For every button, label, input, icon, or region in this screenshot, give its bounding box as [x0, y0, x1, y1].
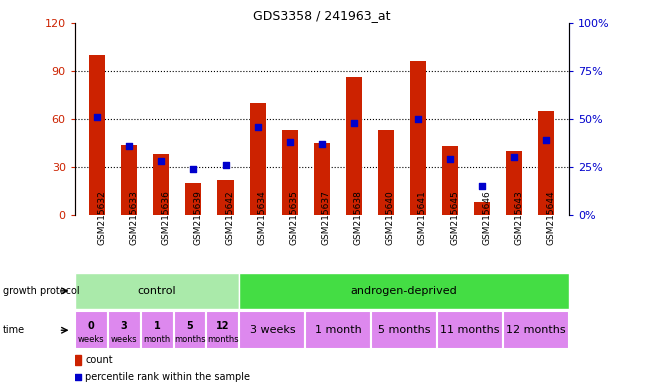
Text: time: time — [3, 325, 25, 335]
Bar — [442, 146, 458, 215]
Point — [188, 166, 199, 172]
Point — [285, 139, 295, 145]
Point — [252, 124, 263, 130]
Text: control: control — [138, 286, 176, 296]
Bar — [140, 311, 174, 349]
Bar — [108, 311, 140, 349]
Point — [156, 158, 166, 164]
Text: weeks: weeks — [111, 335, 137, 344]
Text: weeks: weeks — [78, 335, 105, 344]
Point — [73, 374, 83, 380]
Point — [348, 120, 359, 126]
Bar — [410, 61, 426, 215]
Bar — [474, 202, 490, 215]
Text: 3: 3 — [121, 321, 127, 331]
Text: GSM215642: GSM215642 — [226, 190, 235, 245]
Bar — [281, 130, 298, 215]
Text: 5 months: 5 months — [378, 325, 430, 335]
Bar — [306, 311, 371, 349]
Bar — [207, 311, 239, 349]
Bar — [314, 143, 330, 215]
Text: GSM215636: GSM215636 — [161, 190, 170, 245]
Text: months: months — [174, 335, 206, 344]
Text: GSM215635: GSM215635 — [290, 190, 298, 245]
Bar — [185, 183, 202, 215]
Point — [477, 183, 488, 189]
Text: GSM215646: GSM215646 — [482, 190, 491, 245]
Text: GSM215643: GSM215643 — [514, 190, 523, 245]
Bar — [378, 130, 394, 215]
Point — [413, 116, 423, 122]
Text: GSM215637: GSM215637 — [322, 190, 331, 245]
Text: androgen-deprived: androgen-deprived — [351, 286, 458, 296]
Bar — [239, 311, 306, 349]
Text: 5: 5 — [187, 321, 194, 331]
Bar — [153, 154, 170, 215]
Point — [92, 114, 103, 120]
Text: 0: 0 — [88, 321, 95, 331]
Text: GSM215633: GSM215633 — [129, 190, 138, 245]
Point — [509, 154, 519, 161]
Text: percentile rank within the sample: percentile rank within the sample — [85, 372, 250, 382]
Bar — [75, 354, 81, 366]
Bar — [437, 311, 503, 349]
Bar — [506, 151, 522, 215]
Text: 1: 1 — [153, 321, 161, 331]
Point — [317, 141, 327, 147]
Text: GSM215644: GSM215644 — [546, 190, 555, 245]
Text: 12 months: 12 months — [506, 325, 566, 335]
Text: GSM215638: GSM215638 — [354, 190, 363, 245]
Text: count: count — [85, 355, 112, 365]
Bar — [89, 55, 105, 215]
Text: GSM215645: GSM215645 — [450, 190, 459, 245]
Text: GSM215634: GSM215634 — [257, 190, 266, 245]
Text: month: month — [144, 335, 171, 344]
Title: GDS3358 / 241963_at: GDS3358 / 241963_at — [253, 9, 391, 22]
Bar — [250, 103, 266, 215]
Text: growth protocol: growth protocol — [3, 286, 80, 296]
Text: GSM215639: GSM215639 — [194, 190, 202, 245]
Bar — [122, 145, 137, 215]
Bar — [218, 180, 233, 215]
Text: GSM215641: GSM215641 — [418, 190, 427, 245]
Text: 1 month: 1 month — [315, 325, 361, 335]
Point — [220, 162, 231, 168]
Text: months: months — [207, 335, 239, 344]
Text: 3 weeks: 3 weeks — [250, 325, 295, 335]
Bar — [174, 311, 207, 349]
Point — [541, 137, 551, 143]
Bar — [75, 273, 239, 309]
Point — [445, 156, 455, 162]
Bar — [371, 311, 437, 349]
Bar — [538, 111, 554, 215]
Text: 12: 12 — [216, 321, 229, 331]
Bar — [346, 78, 362, 215]
Text: 11 months: 11 months — [440, 325, 500, 335]
Point — [124, 143, 135, 149]
Bar — [503, 311, 569, 349]
Bar — [75, 311, 108, 349]
Text: GSM215640: GSM215640 — [386, 190, 395, 245]
Text: GSM215632: GSM215632 — [98, 190, 106, 245]
Bar — [239, 273, 569, 309]
